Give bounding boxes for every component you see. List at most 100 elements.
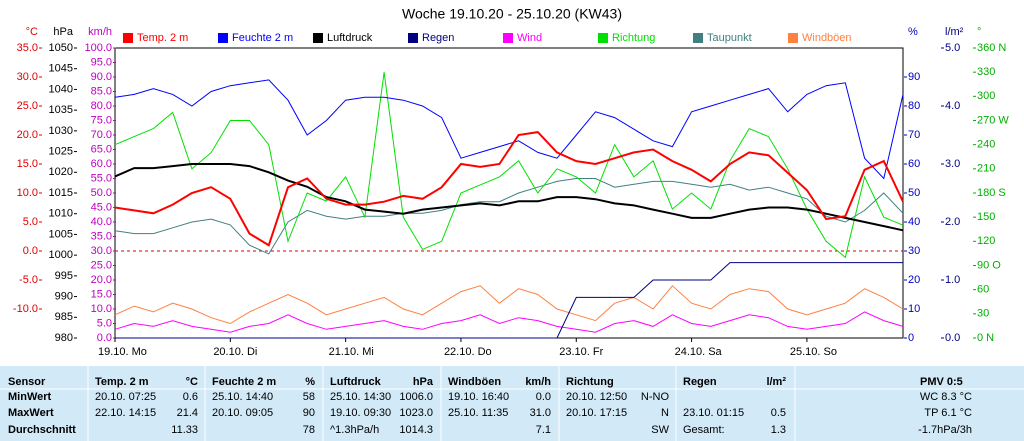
table-cell: 20.10. 09:05 bbox=[212, 407, 273, 419]
table-header: Richtung bbox=[566, 376, 614, 388]
y-tick-label: 90 bbox=[908, 71, 920, 83]
table-cell: 58 bbox=[303, 391, 315, 403]
y-tick-label: 30 bbox=[977, 308, 989, 320]
plot-frame bbox=[114, 47, 904, 339]
table-header: Windböen bbox=[448, 376, 501, 388]
table-cell: 0.5 bbox=[771, 407, 786, 419]
y-tick-label: 5.0 bbox=[945, 42, 960, 54]
table-cell: TP 6.1 °C bbox=[924, 407, 972, 419]
table-cell: SW bbox=[651, 424, 669, 436]
legend-label: Luftdruck bbox=[327, 32, 373, 44]
y-tick-label: 25.0 bbox=[91, 259, 112, 271]
y-tick-label: 50.0 bbox=[91, 187, 112, 199]
y-tick-label: 1015 bbox=[49, 187, 73, 199]
legend-label: Windböen bbox=[802, 32, 852, 44]
table-header-unit: km/h bbox=[525, 376, 551, 388]
table-background bbox=[0, 366, 1024, 441]
table-header-unit: % bbox=[305, 376, 315, 388]
axis-unit: hPa bbox=[53, 26, 73, 38]
table-cell: 20.10. 12:50 bbox=[566, 391, 627, 403]
y-tick-label: 990 bbox=[55, 290, 73, 302]
axis-unit: % bbox=[908, 26, 918, 38]
series-line bbox=[114, 163, 904, 232]
series-line bbox=[114, 131, 904, 247]
x-tick-label: 23.10. Fr bbox=[559, 346, 603, 358]
y-tick-label: 60 bbox=[977, 284, 989, 296]
y-tick-label: 50 bbox=[908, 187, 920, 199]
series-line bbox=[114, 285, 904, 325]
y-tick-label: 180 S bbox=[977, 187, 1006, 199]
table-cell: 20.10. 07:25 bbox=[95, 391, 156, 403]
y-tick-label: 1020 bbox=[49, 166, 73, 178]
y-tick-label: -10.0 bbox=[13, 303, 38, 315]
y-tick-label: 1045 bbox=[49, 63, 73, 75]
table-cell: N bbox=[661, 407, 669, 419]
table-header: Luftdruck bbox=[330, 376, 382, 388]
series-line bbox=[114, 311, 904, 333]
legend-label: Regen bbox=[422, 32, 454, 44]
legend-label: Taupunkt bbox=[707, 32, 752, 44]
row-label: Durchschnitt bbox=[8, 424, 76, 436]
y-tick-label: 150 bbox=[977, 211, 995, 223]
y-tick-label: 100.0 bbox=[84, 42, 112, 54]
y-tick-label: 70 bbox=[908, 129, 920, 141]
y-tick-label: 1040 bbox=[49, 83, 73, 95]
series-line bbox=[114, 178, 904, 255]
axis-unit: km/h bbox=[88, 26, 112, 38]
legend-swatch bbox=[123, 33, 133, 43]
table-header-unit: hPa bbox=[413, 376, 434, 388]
table-cell: 25.10. 11:35 bbox=[448, 407, 508, 419]
y-tick-label: 1.0 bbox=[945, 274, 960, 286]
y-tick-label: 25.0 bbox=[17, 100, 38, 112]
table-header-unit: °C bbox=[186, 376, 198, 388]
y-tick-label: 300 bbox=[977, 90, 995, 102]
chart-title: Woche 19.10.20 - 25.10.20 (KW43) bbox=[402, 6, 622, 22]
y-tick-label: 240 bbox=[977, 139, 995, 151]
y-tick-label: 1005 bbox=[49, 228, 73, 240]
y-tick-label: 35.0 bbox=[17, 42, 38, 54]
y-tick-label: 95.0 bbox=[91, 56, 112, 68]
table-header: Regen bbox=[683, 376, 717, 388]
table-cell: N-NO bbox=[641, 391, 670, 403]
y-tick-label: 20.0 bbox=[17, 129, 38, 141]
table-cell: 25.10. 14:40 bbox=[212, 391, 273, 403]
table-cell: 7.1 bbox=[536, 424, 551, 436]
y-tick-label: 60 bbox=[908, 158, 920, 170]
axis-unit: ° bbox=[977, 26, 981, 38]
y-tick-label: 1050 bbox=[49, 42, 73, 54]
y-tick-label: 0.0 bbox=[97, 332, 112, 344]
y-tick-label: 330 bbox=[977, 66, 995, 78]
y-tick-label: 0.0 bbox=[23, 245, 38, 257]
y-tick-label: 5.0 bbox=[23, 216, 38, 228]
table-cell: 0.6 bbox=[183, 391, 198, 403]
table-cell: ^1.3hPa/h bbox=[330, 424, 379, 436]
table-cell: 11.33 bbox=[171, 424, 198, 436]
legend-label: Wind bbox=[517, 32, 542, 44]
table-cell: 19.10. 09:30 bbox=[330, 407, 391, 419]
y-tick-label: 1000 bbox=[49, 249, 73, 261]
legend-label: Richtung bbox=[612, 32, 655, 44]
series-line bbox=[114, 79, 904, 180]
y-tick-label: 1025 bbox=[49, 145, 73, 157]
y-tick-label: 55.0 bbox=[91, 172, 112, 184]
y-tick-label: 1030 bbox=[49, 125, 73, 137]
table-cell: 25.10. 14:30 bbox=[330, 391, 391, 403]
y-tick-label: 75.0 bbox=[91, 114, 112, 126]
y-tick-label: 60.0 bbox=[91, 158, 112, 170]
legend-label: Feuchte 2 m bbox=[232, 32, 293, 44]
y-tick-label: 80 bbox=[908, 100, 920, 112]
y-tick-label: 4.0 bbox=[945, 100, 960, 112]
y-tick-label: 0 N bbox=[977, 332, 994, 344]
y-tick-label: -5.0 bbox=[19, 274, 38, 286]
y-tick-label: 0.0 bbox=[945, 332, 960, 344]
table-cell: 1014.3 bbox=[399, 424, 433, 436]
y-tick-label: 90 O bbox=[977, 259, 1001, 271]
y-tick-label: 10.0 bbox=[91, 303, 112, 315]
x-tick-label: 25.10. So bbox=[790, 346, 837, 358]
table-cell: 22.10. 14:15 bbox=[95, 407, 156, 419]
legend-swatch bbox=[788, 33, 798, 43]
table-cell: 31.0 bbox=[530, 407, 551, 419]
y-tick-label: 210 bbox=[977, 163, 995, 175]
y-tick-label: 90.0 bbox=[91, 71, 112, 83]
